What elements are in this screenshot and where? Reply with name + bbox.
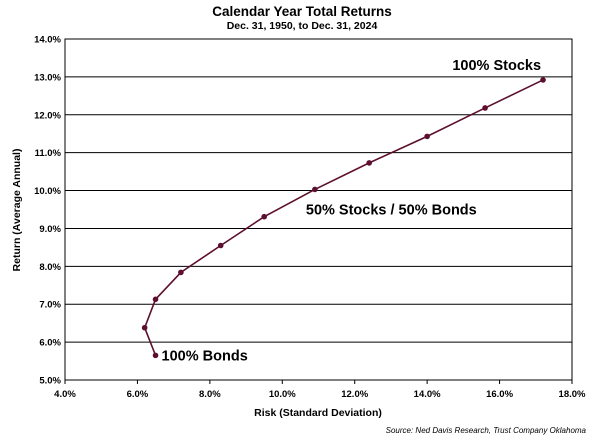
x-tick-label: 14.0% bbox=[414, 389, 441, 400]
y-tick-label: 5.0% bbox=[39, 376, 61, 387]
chart-subtitle: Dec. 31, 1950, to Dec. 31, 2024 bbox=[227, 20, 378, 32]
data-point bbox=[424, 133, 430, 140]
x-axis-ticks: 4.0% 6.0% 8.0% 10.0% 12.0% 14.0% 16.0% 18.0% bbox=[54, 380, 586, 400]
annotation-label: 100% Stocks bbox=[452, 58, 541, 74]
data-point bbox=[152, 352, 159, 359]
x-axis-label: Risk (Standard Deviation) bbox=[254, 407, 382, 419]
y-axis-ticks: 5.0% 6.0% 7.0% 8.0% 9.0% 10.0% 11.0% 12.0% 13.0%… bbox=[34, 35, 61, 387]
y-tick-label: 8.0% bbox=[39, 262, 61, 273]
chart-title: Calendar Year Total Returns bbox=[212, 4, 392, 19]
data-point bbox=[312, 186, 318, 193]
y-tick-label: 6.0% bbox=[39, 338, 61, 349]
y-axis-label: Return (Average Annual) bbox=[11, 149, 23, 272]
x-tick-label: 6.0% bbox=[127, 389, 149, 400]
y-tick-label: 11.0% bbox=[35, 148, 62, 159]
series-line-group bbox=[141, 77, 546, 359]
data-point bbox=[152, 296, 159, 303]
data-point bbox=[141, 324, 148, 331]
data-point bbox=[482, 105, 488, 111]
x-tick-label: 12.0% bbox=[341, 389, 368, 400]
x-tick-label: 8.0% bbox=[199, 389, 221, 400]
y-tick-label: 7.0% bbox=[39, 300, 61, 311]
y-tick-label: 12.0% bbox=[34, 110, 61, 121]
annotations: 100% Stocks 50% Stocks / 50% Bonds 100% Bo… bbox=[162, 58, 541, 364]
source-note: Source: Ned Davis Research, Trust Compan… bbox=[386, 426, 587, 435]
y-tick-label: 10.0% bbox=[34, 186, 61, 197]
y-tick-label: 13.0% bbox=[34, 72, 61, 83]
data-point bbox=[366, 160, 373, 166]
data-point bbox=[261, 213, 267, 220]
y-tick-label: 9.0% bbox=[39, 224, 61, 235]
x-tick-label: 10.0% bbox=[269, 389, 296, 400]
x-tick-label: 16.0% bbox=[486, 389, 513, 400]
x-tick-label: 4.0% bbox=[54, 389, 76, 400]
data-point bbox=[217, 242, 224, 249]
data-point bbox=[540, 77, 546, 83]
data-point bbox=[178, 269, 184, 276]
x-tick-label: 18.0% bbox=[559, 389, 586, 400]
annotation-label: 50% Stocks / 50% Bonds bbox=[306, 202, 477, 218]
y-tick-label: 14.0% bbox=[34, 35, 61, 46]
plot-area bbox=[64, 38, 573, 381]
annotation-label: 100% Bonds bbox=[162, 348, 248, 364]
